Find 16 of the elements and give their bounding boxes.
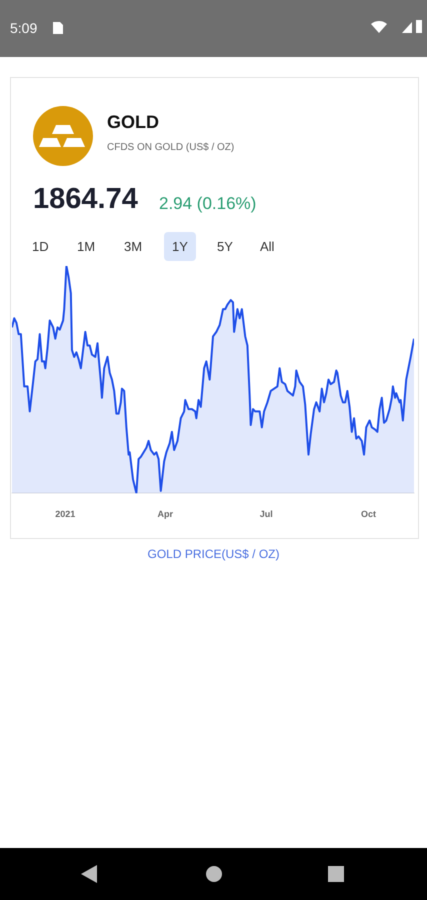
text: All	[259, 238, 276, 256]
x-tick-label: Apr	[158, 509, 174, 520]
text: 1864.74	[33, 183, 138, 216]
text: 5Y	[216, 238, 234, 256]
text: 1M	[76, 238, 96, 256]
x-tick-label: Oct	[360, 509, 376, 520]
text: 2.94 (0.16%)	[159, 194, 256, 214]
text: 1D	[31, 238, 50, 256]
text: 3M	[123, 238, 144, 256]
x-tick-label: Jul	[260, 509, 273, 520]
x-tick-label: 2021	[55, 509, 76, 520]
text: 1Y	[164, 232, 196, 261]
chart-title: GOLD	[107, 112, 159, 133]
text: 5:09	[10, 20, 38, 36]
text: GOLD PRICE(US$ / OZ)	[146, 547, 281, 561]
chart-subtitle: CFDS ON GOLD (US$ / OZ)	[107, 142, 234, 153]
